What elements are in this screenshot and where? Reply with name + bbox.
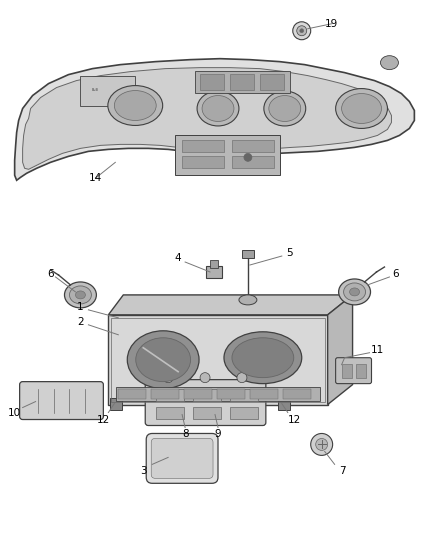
Bar [342, 364, 352, 378]
Ellipse shape [108, 86, 162, 125]
Text: 1: 1 [77, 302, 84, 312]
Bar [175, 135, 280, 175]
FancyBboxPatch shape [20, 382, 103, 419]
Text: 5: 5 [286, 248, 293, 258]
Ellipse shape [336, 88, 388, 128]
Ellipse shape [339, 279, 371, 305]
Bar [230, 407, 258, 418]
Bar [108, 315, 328, 405]
Bar [156, 407, 184, 418]
Text: 4: 4 [175, 253, 181, 263]
Bar [217, 389, 245, 399]
Circle shape [297, 26, 307, 36]
Bar [230, 389, 258, 401]
Bar [193, 407, 221, 418]
Bar [232, 156, 274, 168]
Text: 12: 12 [288, 415, 301, 424]
Ellipse shape [232, 338, 294, 378]
Bar [193, 389, 221, 401]
Circle shape [316, 439, 328, 450]
Bar [210, 260, 218, 268]
Bar [182, 156, 224, 168]
Text: 19: 19 [325, 19, 338, 29]
Bar [184, 389, 212, 399]
Bar [111, 318, 325, 401]
Circle shape [311, 433, 332, 455]
Circle shape [244, 154, 252, 161]
Ellipse shape [136, 338, 191, 382]
Polygon shape [108, 295, 353, 315]
Bar [283, 389, 311, 399]
Bar [156, 389, 184, 401]
Text: 7: 7 [339, 466, 346, 477]
Bar [206, 266, 222, 278]
Bar [230, 74, 254, 90]
Circle shape [300, 29, 304, 33]
Text: 3: 3 [140, 466, 147, 477]
Bar [110, 398, 122, 409]
Ellipse shape [70, 286, 92, 304]
Polygon shape [328, 295, 353, 405]
Ellipse shape [239, 295, 257, 305]
Text: 2: 2 [77, 317, 84, 327]
Bar [81, 76, 135, 106]
Bar [250, 389, 278, 399]
Bar [278, 398, 290, 409]
Ellipse shape [127, 331, 199, 389]
Text: 9: 9 [215, 430, 221, 440]
Bar [118, 389, 146, 399]
Bar [200, 74, 224, 90]
Bar [356, 364, 366, 378]
Circle shape [293, 22, 311, 40]
FancyBboxPatch shape [151, 439, 213, 478]
Circle shape [163, 373, 173, 383]
Text: 6: 6 [47, 269, 54, 279]
Text: ᴮᵘᴮ: ᴮᵘᴮ [92, 89, 99, 94]
Ellipse shape [264, 91, 306, 126]
Polygon shape [14, 59, 414, 180]
Bar [117, 386, 320, 401]
Text: 14: 14 [89, 173, 102, 183]
FancyBboxPatch shape [146, 433, 218, 483]
Circle shape [200, 373, 210, 383]
Ellipse shape [381, 55, 399, 70]
Bar [232, 140, 274, 152]
Bar [151, 389, 179, 399]
Text: 11: 11 [371, 345, 384, 355]
Bar [195, 71, 290, 93]
Ellipse shape [269, 95, 301, 122]
Ellipse shape [343, 283, 366, 301]
Ellipse shape [202, 95, 234, 122]
Circle shape [237, 373, 247, 383]
Text: 10: 10 [8, 408, 21, 417]
Ellipse shape [224, 332, 302, 384]
Bar [242, 250, 254, 258]
FancyBboxPatch shape [145, 379, 266, 425]
Text: 6: 6 [392, 269, 399, 279]
Ellipse shape [197, 91, 239, 126]
Ellipse shape [75, 291, 85, 299]
Ellipse shape [114, 91, 156, 120]
Ellipse shape [342, 94, 381, 124]
Bar [182, 140, 224, 152]
Text: 8: 8 [182, 430, 188, 440]
FancyBboxPatch shape [336, 358, 371, 384]
Ellipse shape [350, 288, 360, 296]
Ellipse shape [64, 282, 96, 308]
Text: 12: 12 [97, 415, 110, 424]
Bar [260, 74, 284, 90]
Polygon shape [23, 68, 392, 169]
